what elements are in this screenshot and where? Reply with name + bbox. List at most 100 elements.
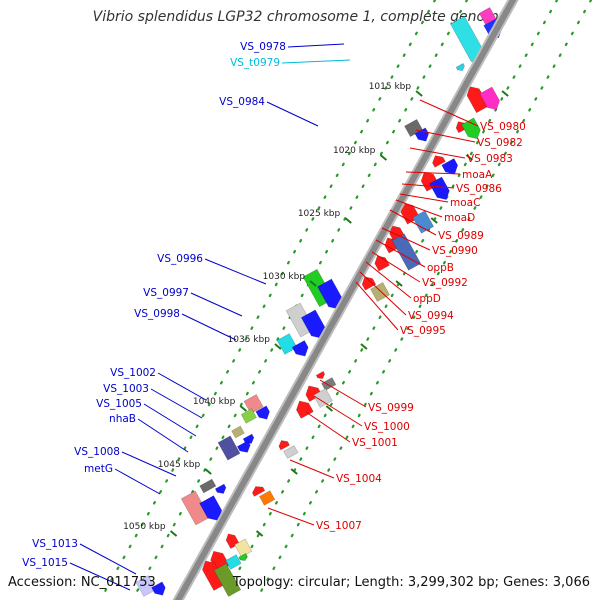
leader-line-right	[305, 411, 351, 443]
scale-tick-label: 1050 kbp	[123, 522, 166, 532]
gene-feature-33-shape	[296, 400, 314, 419]
gene-feature-27-shape	[276, 333, 298, 355]
scale-tick-mark	[204, 468, 212, 475]
gene-feature-54	[213, 563, 242, 597]
gene-features	[135, 7, 503, 597]
scale-ticks: 1015 kbp 1020 kbp 1025 kbp 1030 kbp 1035 kbp…	[123, 82, 509, 537]
gene-feature-43-shape	[199, 478, 217, 494]
gene-feature-55-shape	[238, 553, 248, 561]
leader-line-left	[204, 258, 267, 285]
gene-feature-50-shape	[234, 538, 253, 558]
scale-tick-mark	[274, 343, 282, 350]
gene-label-right: VS_0982	[477, 137, 523, 149]
gene-feature-14-shape	[429, 176, 450, 200]
gene-label-right: VS_0992	[422, 277, 468, 289]
gene-feature-27	[276, 333, 298, 355]
scale-tick-mark	[415, 90, 423, 97]
gene-feature-52	[225, 554, 242, 570]
gene-label-right: VS_1001	[352, 437, 398, 449]
leader-line-right	[405, 171, 461, 175]
scale-tick-mark-right	[360, 343, 368, 350]
gene-feature-36	[255, 405, 270, 420]
scale-tick-mark	[379, 154, 388, 161]
leader-line-right	[401, 183, 455, 189]
gene-feature-35	[240, 408, 257, 424]
leader-line-right	[289, 459, 335, 479]
gene-label-left: metG	[84, 463, 113, 475]
gc-dot-track-4	[255, 0, 593, 600]
gene-label-right: moaC	[450, 197, 480, 209]
leader-line-right	[371, 251, 421, 283]
scale-tick-label: 1020 kbp	[333, 146, 376, 156]
gene-label-right: moaD	[444, 212, 475, 224]
gene-feature-16-shape	[412, 210, 435, 234]
gene-label-left: VS_1002	[110, 367, 156, 379]
gene-feature-21	[361, 276, 377, 291]
leader-line-right	[381, 227, 431, 251]
gene-feature-37-shape	[231, 425, 245, 439]
gene-label-right: VS_1000	[364, 421, 410, 433]
gene-feature-32	[312, 388, 333, 408]
gc-dot-track-1	[99, 0, 437, 600]
gene-feature-31	[305, 385, 323, 402]
gene-feature-43	[199, 478, 217, 494]
gene-feature-4	[455, 63, 465, 71]
leader-line-left	[181, 313, 237, 341]
gene-feature-31-shape	[305, 385, 323, 402]
gene-label-left: VS_0998	[134, 308, 180, 320]
gene-label-left: VS_1008	[74, 446, 120, 458]
map-title: Vibrio splendidus LGP32 chromosome 1, co…	[92, 9, 508, 25]
gene-label-left: VS_1013	[32, 538, 78, 550]
scale-tick-mark-right	[290, 468, 298, 475]
gc-dot-track-2	[131, 0, 469, 600]
gene-feature-37	[231, 425, 245, 439]
gene-feature-6	[479, 86, 500, 110]
gene-feature-48	[259, 490, 276, 506]
gene-feature-40-shape	[236, 440, 251, 453]
gene-label-left: VS_0997	[143, 287, 189, 299]
gene-feature-16	[412, 210, 435, 234]
leader-line-left	[287, 43, 345, 48]
leader-line-left	[137, 418, 189, 453]
gene-labels: VS_0978 VS_t0979 VS_0984 VS_0996 VS_0997 VS_0…	[22, 41, 526, 591]
scale-tick-mark-right	[255, 530, 264, 537]
scale-tick-mark-right	[430, 217, 438, 224]
gene-feature-39-shape	[242, 433, 255, 444]
gene-label-right: VS_0990	[432, 245, 478, 257]
gene-feature-44-shape	[214, 483, 227, 494]
gene-feature-41	[278, 440, 290, 451]
gene-label-right: VS_0999	[368, 402, 414, 414]
scale-tick-mark-right	[395, 280, 403, 287]
gene-feature-57	[151, 581, 166, 596]
gene-label-left: VS_1003	[103, 383, 149, 395]
gene-label-right: VS_0994	[408, 310, 454, 322]
leader-line-right	[267, 507, 315, 526]
backbone	[172, 0, 519, 600]
gene-feature-52-shape	[225, 554, 242, 570]
gene-feature-34-shape	[243, 394, 264, 414]
gene-feature-22-shape	[370, 282, 390, 302]
gene-feature-10-shape	[414, 127, 429, 142]
gene-feature-8-shape	[461, 117, 481, 140]
scale-tick-mark-right	[325, 405, 333, 412]
leader-line-right	[415, 129, 476, 143]
gene-feature-36-shape	[255, 405, 270, 420]
scale-tick-label: 1015 kbp	[369, 82, 412, 92]
gene-feature-30-shape	[321, 377, 337, 391]
gene-feature-42-shape	[283, 445, 299, 459]
gene-feature-6-shape	[479, 86, 500, 110]
gene-label-left: VS_0984	[219, 96, 265, 108]
gene-feature-21-shape	[361, 276, 377, 291]
gene-label-left: VS_0996	[157, 253, 203, 265]
leader-line-right	[355, 281, 399, 331]
scale-tick-mark	[239, 405, 247, 412]
leader-line-left	[121, 451, 177, 477]
leader-line-left	[150, 388, 203, 419]
gene-feature-38-shape	[217, 435, 241, 461]
accession-text: Accession: NC_011753	[8, 575, 156, 590]
gene-feature-22	[370, 282, 390, 302]
gene-label-right: VS_1004	[336, 473, 382, 485]
leader-line-right	[365, 261, 412, 299]
gene-feature-11-shape	[432, 155, 446, 168]
gene-feature-44	[214, 483, 227, 494]
